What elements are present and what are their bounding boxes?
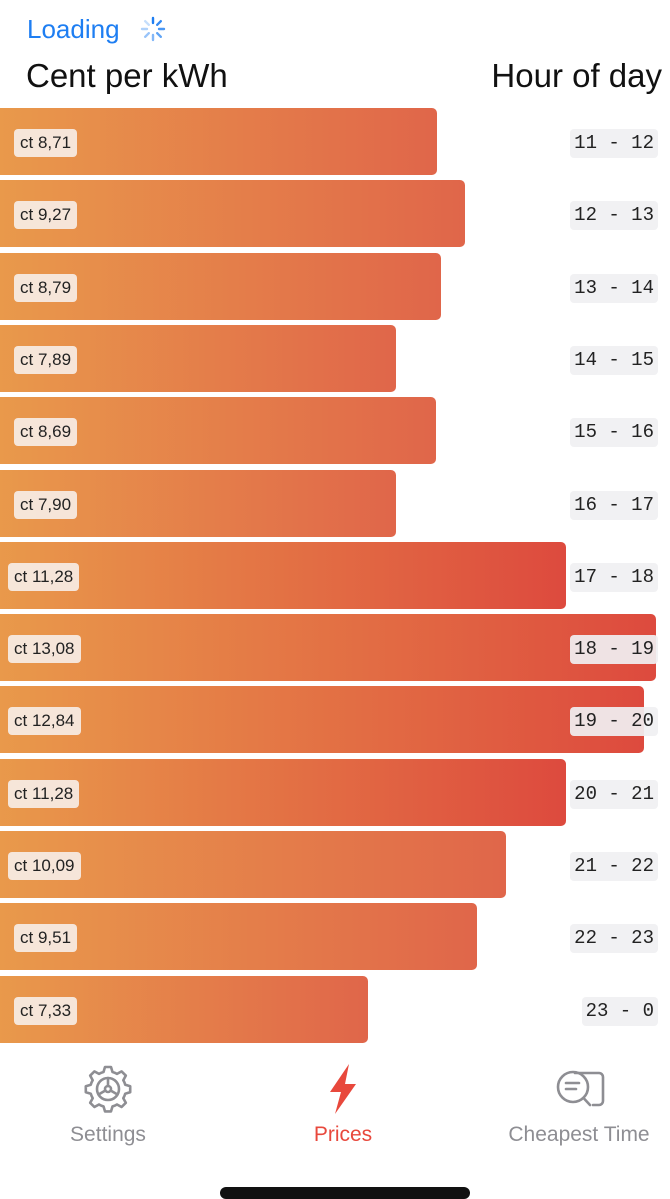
price-label: ct 12,84 bbox=[8, 707, 81, 736]
gear-icon bbox=[84, 1065, 132, 1113]
column-header-hour: Hour of day bbox=[491, 57, 662, 94]
hour-label: 19 - 20 bbox=[570, 707, 658, 737]
price-bar bbox=[0, 758, 566, 826]
price-label: ct 9,27 bbox=[14, 201, 78, 230]
price-label: ct 7,33 bbox=[14, 996, 78, 1025]
loading-indicator: Loading bbox=[27, 12, 166, 46]
price-label: ct 11,28 bbox=[8, 779, 80, 808]
hour-label: 21 - 22 bbox=[570, 852, 658, 881]
price-row: ct 9,51 22 - 23 bbox=[0, 903, 670, 971]
price-row: ct 12,84 19 - 20 bbox=[0, 686, 670, 754]
lightning-icon bbox=[330, 1064, 356, 1114]
price-row: ct 8,71 11 - 12 bbox=[0, 108, 670, 175]
tab-cheapest-time[interactable]: Cheapest Time bbox=[488, 1050, 670, 1155]
price-bar bbox=[0, 686, 644, 754]
price-label: ct 13,08 bbox=[8, 635, 81, 664]
home-indicator bbox=[220, 1187, 470, 1199]
tab-settings[interactable]: Settings bbox=[48, 1050, 168, 1155]
tab-cheapest-time-label: Cheapest Time bbox=[508, 1123, 650, 1146]
price-bar bbox=[0, 831, 507, 898]
price-row: ct 8,69 15 - 16 bbox=[0, 397, 670, 465]
price-row: ct 13,08 18 - 19 bbox=[0, 614, 670, 682]
loading-label: Loading bbox=[27, 13, 120, 44]
hour-label: 14 - 15 bbox=[570, 345, 658, 375]
hour-label: 22 - 23 bbox=[570, 924, 658, 954]
search-list-icon bbox=[556, 1070, 605, 1107]
tab-settings-label: Settings bbox=[70, 1123, 146, 1146]
column-header-price: Cent per kWh bbox=[26, 57, 228, 94]
hour-label: 13 - 14 bbox=[570, 273, 658, 303]
hour-label: 12 - 13 bbox=[570, 201, 658, 231]
hour-label: 11 - 12 bbox=[570, 129, 658, 158]
price-bar bbox=[0, 180, 465, 248]
price-row: ct 8,79 13 - 14 bbox=[0, 252, 670, 320]
hour-label: 15 - 16 bbox=[570, 418, 658, 448]
hour-label: 17 - 18 bbox=[570, 562, 658, 592]
hour-label: 20 - 21 bbox=[570, 779, 658, 809]
price-label: ct 11,28 bbox=[8, 562, 80, 591]
price-row: ct 7,33 23 - 0 bbox=[0, 975, 670, 1043]
hour-label: 16 - 17 bbox=[570, 490, 658, 520]
price-bar bbox=[0, 541, 566, 609]
price-label: ct 8,71 bbox=[14, 129, 78, 157]
tab-prices[interactable]: Prices bbox=[283, 1050, 403, 1155]
hour-label: 18 - 19 bbox=[570, 635, 658, 665]
price-label: ct 10,09 bbox=[8, 852, 81, 880]
price-label: ct 7,89 bbox=[14, 345, 78, 374]
hour-label: 23 - 0 bbox=[581, 996, 658, 1026]
price-row: ct 7,89 14 - 15 bbox=[0, 324, 670, 392]
price-row: ct 9,27 12 - 13 bbox=[0, 180, 670, 248]
price-label: ct 7,90 bbox=[14, 490, 78, 519]
price-row: ct 11,28 20 - 21 bbox=[0, 758, 670, 826]
price-row: ct 11,28 17 - 18 bbox=[0, 541, 670, 609]
spinner-icon bbox=[140, 16, 165, 42]
tab-bar: Settings Prices Cheapest Time bbox=[0, 1050, 670, 1160]
tab-prices-label: Prices bbox=[313, 1123, 373, 1146]
price-label: ct 8,69 bbox=[14, 418, 78, 447]
price-label: ct 8,79 bbox=[14, 273, 78, 302]
price-row: ct 10,09 21 - 22 bbox=[0, 831, 670, 898]
price-bar bbox=[0, 614, 656, 682]
price-bar bbox=[0, 903, 477, 971]
price-label: ct 9,51 bbox=[14, 924, 78, 953]
price-row: ct 7,90 16 - 17 bbox=[0, 469, 670, 537]
